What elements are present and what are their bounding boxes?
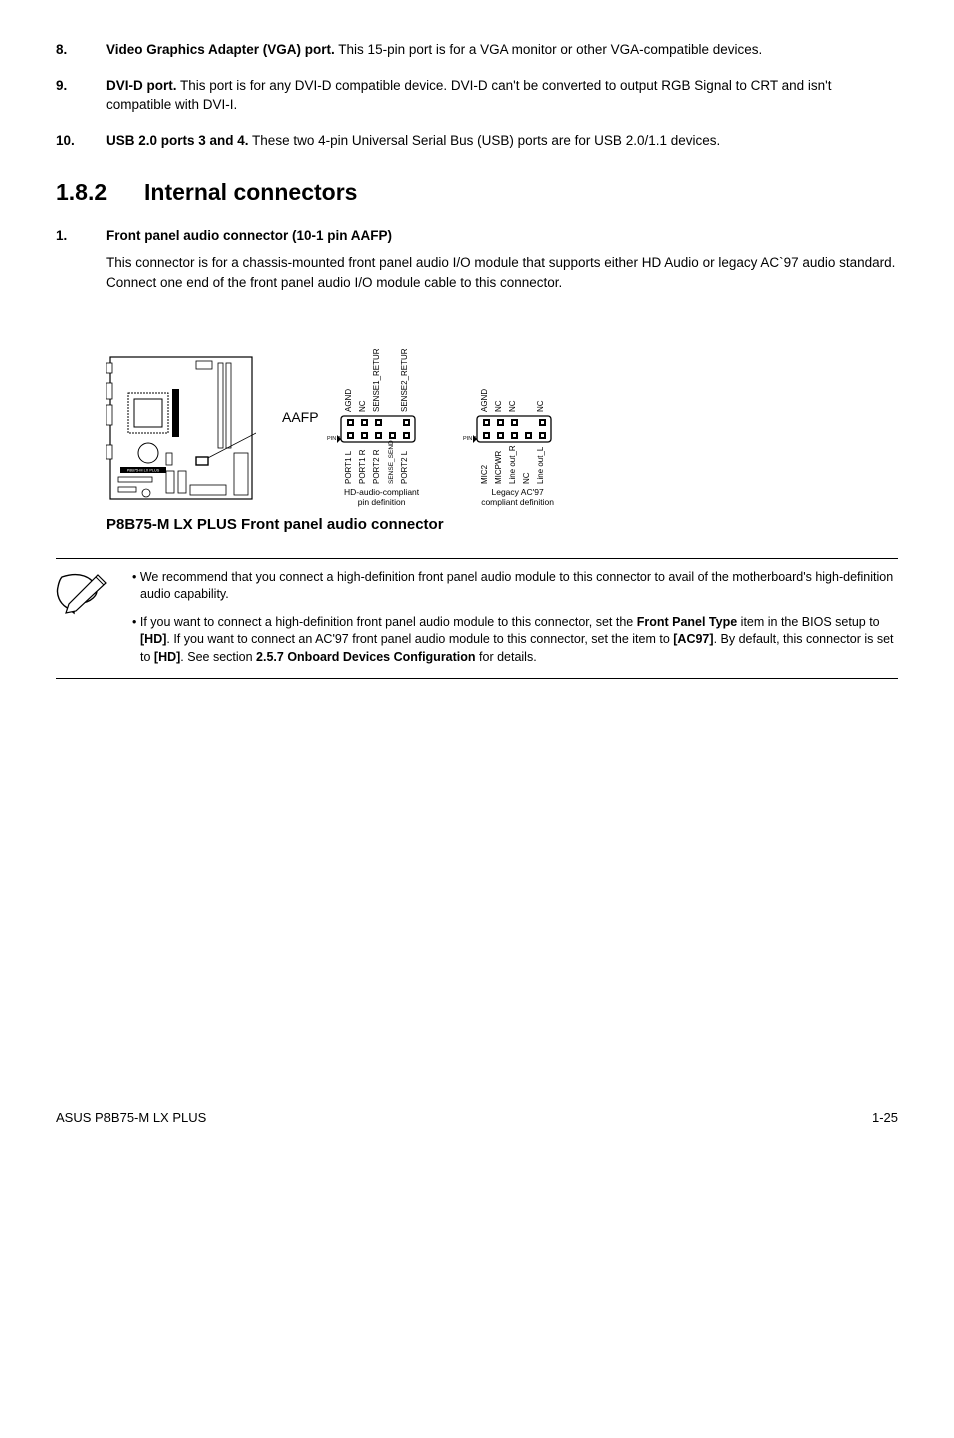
item-title: USB 2.0 ports 3 and 4. — [106, 133, 249, 148]
note-bullet-2: • If you want to connect a high-definiti… — [132, 614, 898, 667]
svg-text:NC: NC — [358, 401, 367, 413]
item-number: 9. — [56, 76, 106, 115]
svg-text:SENSE1_RETUR: SENSE1_RETUR — [372, 348, 381, 412]
section-number: 1.8.2 — [56, 176, 144, 209]
footer-left: ASUS P8B75-M LX PLUS — [56, 1109, 206, 1128]
svg-text:NC: NC — [536, 401, 545, 413]
list-item-10: 10. USB 2.0 ports 3 and 4. These two 4-p… — [56, 131, 898, 151]
item-number: 10. — [56, 131, 106, 151]
section-heading: 1.8.2 Internal connectors — [56, 176, 898, 209]
sub-body: Front panel audio connector (10-1 pin AA… — [106, 226, 898, 309]
svg-text:PORT1 R: PORT1 R — [358, 450, 367, 485]
svg-text:MICPWR: MICPWR — [494, 451, 503, 485]
item-title: DVI-D port. — [106, 78, 177, 93]
sub-title: Front panel audio connector (10-1 pin AA… — [106, 226, 898, 246]
svg-text:PORT1 L: PORT1 L — [344, 451, 353, 485]
svg-text:Line out_L: Line out_L — [536, 446, 545, 484]
svg-text:PORT2 R: PORT2 R — [372, 450, 381, 485]
svg-text:NC: NC — [522, 473, 531, 485]
sub-number: 1. — [56, 226, 106, 309]
note-bullet-1: • We recommend that you connect a high-d… — [132, 569, 898, 604]
item-body: USB 2.0 ports 3 and 4. These two 4-pin U… — [106, 131, 898, 151]
footer-right: 1-25 — [872, 1109, 898, 1128]
svg-text:AGND: AGND — [480, 389, 489, 412]
list-item-9: 9. DVI-D port. This port is for any DVI-… — [56, 76, 898, 115]
item-text: This port is for any DVI-D compatible de… — [106, 78, 831, 113]
note-text: • We recommend that you connect a high-d… — [132, 569, 898, 667]
svg-text:SENSE_SEND: SENSE_SEND — [388, 440, 395, 484]
item-number: 8. — [56, 40, 106, 60]
item-body: DVI-D port. This port is for any DVI-D c… — [106, 76, 898, 115]
legacy-connector-block: AGND NC NC NC PIN 1 MIC2 — [463, 326, 573, 508]
list-item-8: 8. Video Graphics Adapter (VGA) port. Th… — [56, 40, 898, 60]
legacy-connector-icon: AGND NC NC NC PIN 1 MIC2 — [463, 326, 573, 486]
hd-connector-block: AGND NC SENSE1_RETUR SENSE2_RETUR — [327, 326, 437, 508]
item-text: This 15-pin port is for a VGA monitor or… — [335, 42, 762, 57]
svg-text:P8B75-M LX PLUS: P8B75-M LX PLUS — [127, 468, 160, 472]
svg-text:NC: NC — [508, 401, 517, 413]
legacy-caption: Legacy AC'97 compliant definition — [463, 488, 573, 508]
svg-text:NC: NC — [494, 401, 503, 413]
diagram-caption: P8B75-M LX PLUS Front panel audio connec… — [106, 514, 898, 536]
note-callout: • We recommend that you connect a high-d… — [56, 558, 898, 680]
page-footer: ASUS P8B75-M LX PLUS 1-25 — [56, 1109, 898, 1128]
hd-connector-icon: AGND NC SENSE1_RETUR SENSE2_RETUR — [327, 326, 437, 486]
aafp-label: AAFP — [282, 407, 319, 427]
note-icon — [56, 569, 114, 667]
item-body: Video Graphics Adapter (VGA) port. This … — [106, 40, 898, 60]
svg-text:PIN 1: PIN 1 — [327, 436, 341, 442]
item-text: These two 4-pin Universal Serial Bus (US… — [249, 133, 721, 148]
svg-text:MIC2: MIC2 — [480, 465, 489, 485]
connector-diagram: P8B75-M LX PLUS AAFP AGND NC SENSE1_RETU… — [106, 326, 898, 535]
svg-text:SENSE2_RETUR: SENSE2_RETUR — [400, 348, 409, 412]
svg-text:Line out_R: Line out_R — [508, 445, 517, 484]
svg-text:PORT2 L: PORT2 L — [400, 451, 409, 485]
section-title: Internal connectors — [144, 176, 357, 209]
pencil-note-icon — [56, 573, 112, 615]
sub-text: This connector is for a chassis-mounted … — [106, 253, 898, 292]
item-title: Video Graphics Adapter (VGA) port. — [106, 42, 335, 57]
svg-text:PIN 1: PIN 1 — [463, 436, 477, 442]
hd-caption: HD-audio-compliant pin definition — [327, 488, 437, 508]
subsection-1: 1. Front panel audio connector (10-1 pin… — [56, 226, 898, 309]
motherboard-outline-icon: P8B75-M LX PLUS — [106, 353, 256, 508]
svg-text:AGND: AGND — [344, 389, 353, 412]
